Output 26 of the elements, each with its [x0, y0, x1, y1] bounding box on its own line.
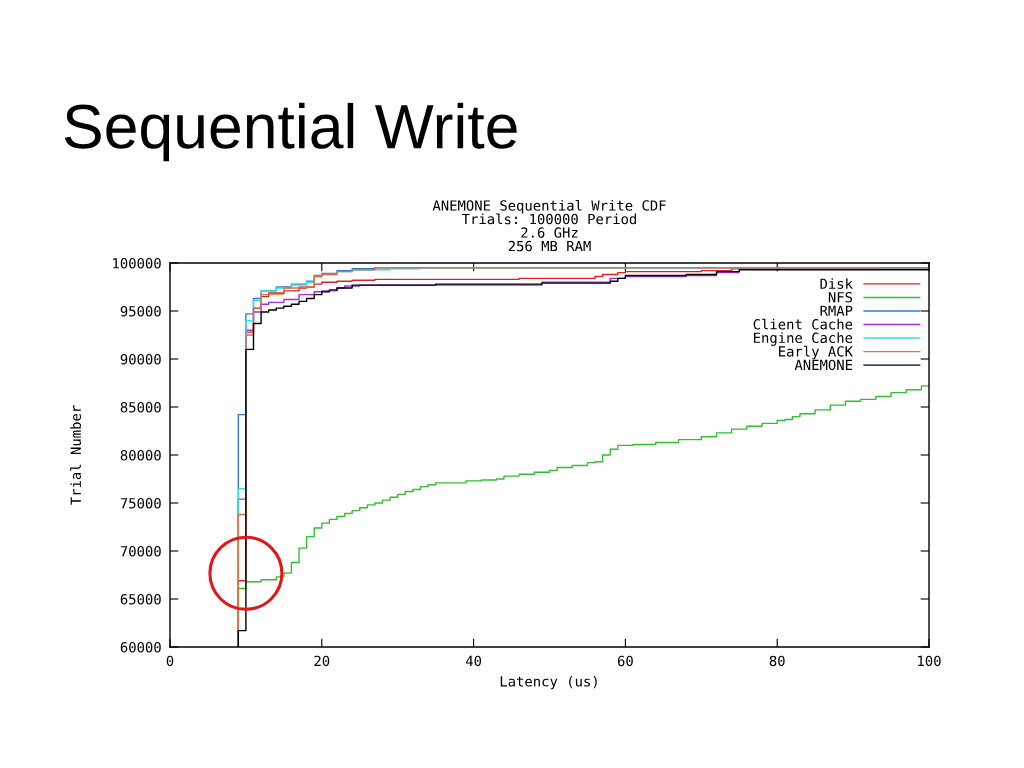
legend-label: NFS: [828, 291, 853, 303]
x-tick-label: 40: [465, 655, 482, 667]
legend-label: Engine Cache: [753, 332, 853, 346]
x-axis-title: Latency (us): [500, 675, 597, 690]
chart-subtitle: ANEMONE Sequential Write CDF Trials: 100000 Period 2.6 GHz 256 MB RAM: [432, 199, 666, 252]
y-tick-label: 75000: [120, 498, 161, 509]
y-tick-label: 80000: [120, 450, 161, 461]
y-tick-label: 65000: [120, 594, 161, 605]
y-axis-title: Trial Number: [70, 405, 82, 505]
chart-title: Sequential Write: [64, 102, 517, 162]
y-tick-label: 100000: [113, 258, 161, 269]
x-tick-label: 80: [769, 655, 785, 667]
y-tick-label: 95000: [120, 306, 161, 317]
legend-label: ANEMONE: [794, 359, 853, 371]
legend-label: Disk: [820, 278, 853, 289]
y-tick-label: 60000: [120, 642, 161, 653]
y-tick-label: 90000: [120, 354, 161, 365]
legend-label: Early ACK: [779, 345, 853, 360]
legend-label: Client Cache: [753, 318, 853, 330]
x-tick-label: 20: [314, 655, 330, 667]
legend-label: RMAP: [820, 305, 853, 316]
y-tick-label: 85000: [120, 402, 161, 413]
x-tick-label: 0: [166, 655, 174, 667]
x-tick-label: 100: [918, 655, 941, 667]
x-tick-label: 60: [617, 655, 633, 667]
y-tick-label: 70000: [120, 546, 161, 557]
